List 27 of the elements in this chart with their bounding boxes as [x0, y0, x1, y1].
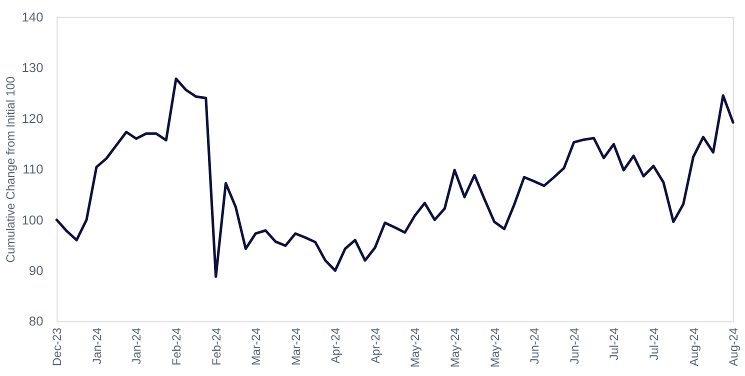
x-tick-label: Apr-24 — [368, 327, 382, 364]
y-tick-label: 140 — [22, 9, 44, 24]
x-tick-label: Jun-24 — [528, 327, 542, 364]
x-tick-label: Aug-24 — [686, 327, 701, 366]
x-tick-label: Feb-24 — [209, 327, 224, 366]
x-tick-label: Jul-24 — [646, 327, 661, 360]
y-tick-label: 110 — [22, 162, 44, 177]
y-axis-title: Cumulative Change from Initial 100 — [4, 76, 18, 263]
x-tick-label: Apr-24 — [328, 327, 343, 364]
x-tick-label: May-24 — [448, 327, 462, 368]
y-tick-label: 100 — [22, 212, 44, 228]
x-tick-label: Dec-23 — [50, 327, 64, 366]
x-tick-label: May-24 — [488, 327, 502, 368]
y-tick-label: 90 — [28, 263, 44, 278]
y-tick-label: 120 — [22, 110, 44, 126]
x-tick-label: Jul-24 — [607, 327, 622, 360]
x-tick-label: Mar-24 — [249, 327, 264, 366]
x-tick-label: Jun-24 — [567, 327, 582, 364]
x-tick-label: Aug-24 — [726, 327, 741, 366]
line-series — [55, 78, 734, 278]
x-tick-label: May-24 — [408, 327, 422, 368]
y-tick-label: 130 — [22, 60, 44, 76]
x-tick-label: Mar-24 — [288, 327, 303, 366]
x-tick-label: Jan-24 — [90, 327, 104, 364]
x-tick-label: Feb-24 — [170, 327, 184, 366]
x-tick-label: Jan-24 — [130, 327, 144, 364]
y-tick-label: 80 — [28, 314, 44, 329]
